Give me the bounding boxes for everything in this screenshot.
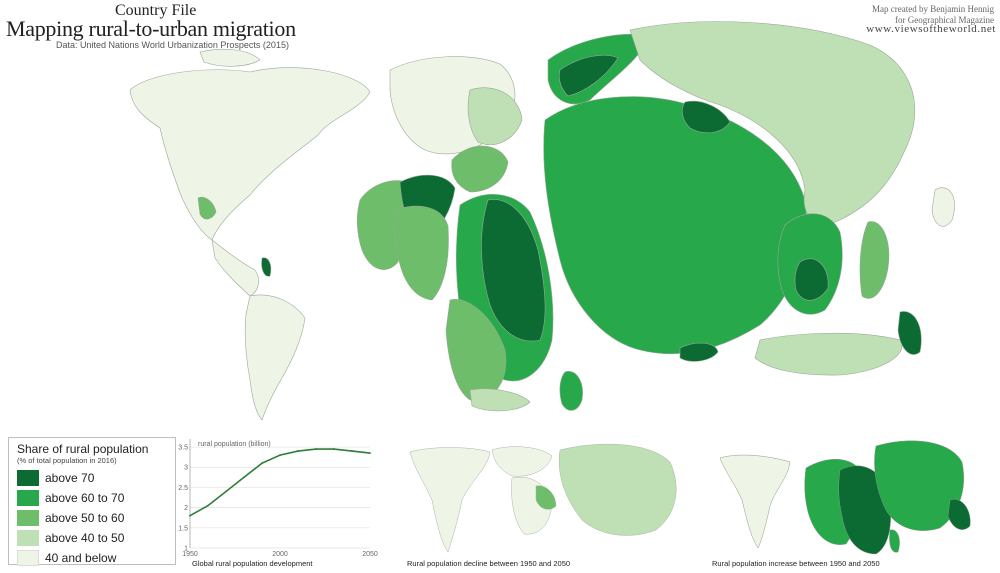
region-europe-east xyxy=(467,87,523,146)
region-north-america xyxy=(129,67,371,241)
credit-line-2: for Geographical Magazine xyxy=(895,15,994,25)
legend-swatch xyxy=(17,470,39,486)
legend-item: 40 and below xyxy=(17,549,175,567)
region-caribbean xyxy=(261,257,272,277)
legend-swatch xyxy=(17,510,39,526)
legend-label: above 70 xyxy=(45,471,95,485)
region-south-america xyxy=(244,294,306,421)
region-japan xyxy=(931,187,955,227)
legend-item: above 40 to 50 xyxy=(17,529,175,547)
region-sri-lanka-dark xyxy=(679,342,719,362)
legend-subtitle: (% of total population in 2016) xyxy=(17,456,117,465)
increase-caption: Rural population increase between 1950 a… xyxy=(712,559,880,568)
legend-title: Share of rural population xyxy=(17,442,149,456)
region-south-africa-light xyxy=(469,388,531,412)
region-papua xyxy=(897,311,922,355)
legend-swatch xyxy=(17,490,39,506)
legend-label: above 40 to 50 xyxy=(45,531,125,545)
region-myanmar-dark xyxy=(794,258,829,301)
region-sahel xyxy=(393,205,449,301)
kicker: Country File xyxy=(115,2,197,19)
region-mexico-green xyxy=(197,197,217,220)
region-madagascar xyxy=(559,371,583,411)
region-central-asia-dark xyxy=(558,55,619,97)
region-china xyxy=(629,21,916,225)
region-greenland xyxy=(199,48,261,67)
legend-label: 40 and below xyxy=(45,551,117,565)
region-south-asia xyxy=(543,96,807,355)
region-southern-africa xyxy=(445,299,507,401)
region-philippines xyxy=(859,221,890,299)
credit: Map created by Benjamin Hennig for Geogr… xyxy=(872,4,994,26)
data-source: Data: United Nations World Urbanization … xyxy=(56,40,289,50)
region-ethiopia-dark xyxy=(481,199,546,342)
chart-title: Global rural population development xyxy=(192,559,313,568)
legend: Share of rural population (% of total po… xyxy=(8,437,176,567)
legend-swatch xyxy=(17,550,39,566)
map-title: Mapping rural-to-urban migration xyxy=(6,16,296,41)
credit-line-1: Map created by Benjamin Hennig xyxy=(872,4,994,14)
legend-item: above 70 xyxy=(17,469,175,487)
region-middle-east xyxy=(451,145,509,193)
legend-item: above 50 to 60 xyxy=(17,509,175,527)
legend-label: above 60 to 70 xyxy=(45,491,125,505)
legend-label: above 50 to 60 xyxy=(45,511,125,525)
legend-swatch xyxy=(17,530,39,546)
legend-item: above 60 to 70 xyxy=(17,489,175,507)
region-central-america xyxy=(211,239,259,297)
site-url[interactable]: www.viewsoftheworld.net xyxy=(866,23,996,35)
region-indonesia xyxy=(754,332,903,376)
decline-caption: Rural population decline between 1950 an… xyxy=(407,559,571,568)
region-bangladesh-dark xyxy=(681,100,731,134)
